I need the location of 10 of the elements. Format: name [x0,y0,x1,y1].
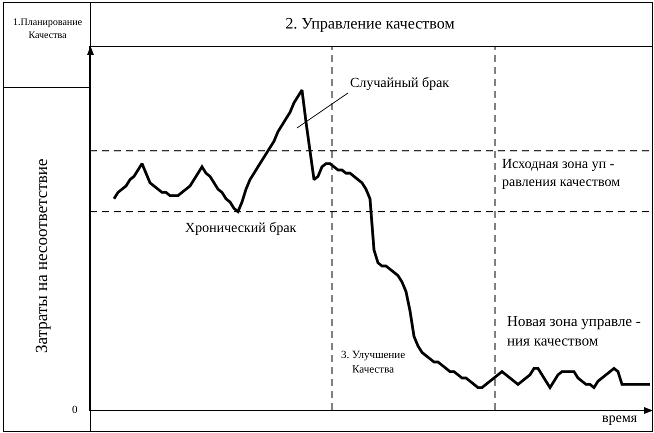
text: 1.Планирование Качества [13,17,83,41]
text: 0 [72,404,78,416]
annotation: Случайный брак [350,76,450,91]
annotation: Новая зона управле - ния качеством [507,314,641,350]
y-axis-title: Затраты на несоответствие [32,158,51,353]
annotation: 3. Улучшение Качества [341,349,406,376]
annotation: Хронический брак [185,221,297,236]
x-axis-title: время [602,411,638,426]
annotation: Исходная зона уп - равления качеством [502,157,620,190]
chart-title: 2. Управление качеством [285,16,455,33]
